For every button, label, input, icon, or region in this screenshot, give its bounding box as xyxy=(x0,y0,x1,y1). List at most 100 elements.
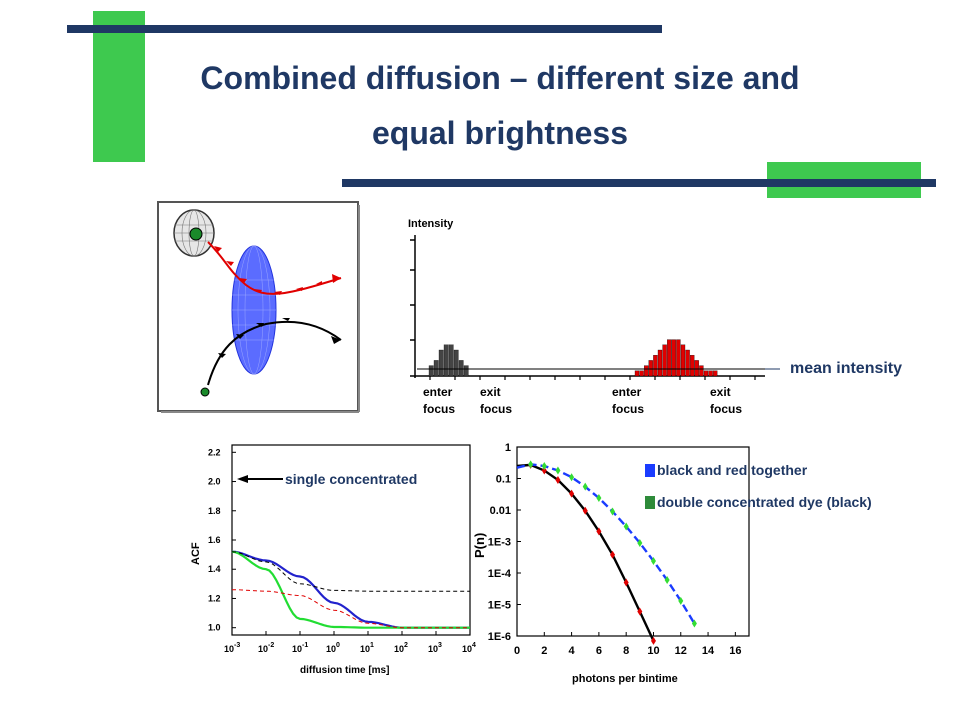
diffusion-illustration xyxy=(157,201,360,413)
intensity-bar xyxy=(438,349,444,377)
pn-data-point xyxy=(610,550,616,559)
pn-data-point xyxy=(541,466,547,475)
marker-enter-2: enter xyxy=(612,385,642,399)
acf-ytick-label: 1.6 xyxy=(208,535,221,545)
legend: black and red together double concentrat… xyxy=(645,460,872,512)
pn-xtick-label: 16 xyxy=(729,645,741,657)
acf-ytick-label: 1.2 xyxy=(208,593,221,603)
pn-data-point xyxy=(664,575,670,584)
acf-ytick-label: 1.4 xyxy=(208,564,221,574)
intensity-bar xyxy=(634,370,640,377)
navy-bar-bottom xyxy=(342,179,936,187)
intensity-bar xyxy=(690,355,695,377)
pn-data-point xyxy=(637,607,643,616)
pn-xtick-label: 2 xyxy=(541,645,547,657)
intensity-bar xyxy=(662,344,667,377)
pn-data-point xyxy=(596,527,602,536)
pn-data-point xyxy=(541,461,547,470)
intensity-bar xyxy=(428,365,434,377)
legend-swatch-blue xyxy=(645,463,655,477)
legend-label-blue: black and red together xyxy=(657,462,808,478)
acf-series-line xyxy=(231,551,470,592)
pn-data-point xyxy=(582,482,588,491)
pn-data-point xyxy=(650,636,656,645)
pn-xlabel: photons per bintime xyxy=(572,673,678,685)
black-trajectory xyxy=(207,320,342,386)
pn-xtick-label: 0 xyxy=(514,645,520,657)
intensity-bar xyxy=(653,355,658,377)
intensity-bar xyxy=(703,370,709,377)
pn-data-point xyxy=(610,507,616,516)
intensity-bar xyxy=(433,360,439,377)
acf-series-line xyxy=(232,589,470,629)
pn-data-point xyxy=(596,494,602,503)
pn-ytick-label: 1 xyxy=(505,442,511,454)
pn-xtick-label: 6 xyxy=(596,645,602,657)
intensity-bar xyxy=(699,365,704,377)
pn-ytick-label: 0.01 xyxy=(490,505,511,517)
pn-xtick-label: 8 xyxy=(623,645,629,657)
acf-xtick-label: 10-1 xyxy=(292,642,308,654)
acf-ytick-label: 1.8 xyxy=(208,506,221,516)
navy-bar-top xyxy=(67,25,662,33)
pn-data-point xyxy=(623,522,629,531)
photon-distribution-chart: P(n) 1 0.1 0.01 1E-3 1E-4 1E-5 1E-6 0 2 4 6 8 10 12 1… xyxy=(472,442,750,685)
intensity-bar xyxy=(639,370,644,377)
intensity-bar xyxy=(648,360,653,377)
intensity-bar xyxy=(708,370,713,377)
acf-chart: ACF 2.2 2.0 1.8 1.6 1.4 1.2 1.0 10-3 10-2 10-1 10… xyxy=(190,444,476,676)
pn-data-point xyxy=(569,473,575,482)
slide-title-line2: equal brightness xyxy=(371,115,629,151)
acf-xtick-label: 103 xyxy=(428,642,442,654)
pn-ytick-label: 0.1 xyxy=(496,474,511,486)
intensity-bar xyxy=(448,344,454,377)
pn-ytick-label: 1E-5 xyxy=(488,600,511,612)
pn-data-point xyxy=(678,596,684,605)
pn-data-point xyxy=(637,538,643,547)
pn-xtick-label: 10 xyxy=(647,645,659,657)
pn-data-point xyxy=(555,475,561,484)
pn-data-point xyxy=(528,460,534,469)
acf-xtick-label: 10-3 xyxy=(224,642,240,654)
pn-series-line xyxy=(516,463,696,625)
small-molecule xyxy=(200,387,210,397)
intensity-bar xyxy=(685,349,690,377)
intensity-bar xyxy=(443,344,449,377)
pn-xtick-label: 4 xyxy=(569,645,576,657)
intensity-bar xyxy=(680,344,686,377)
mean-intensity-label: mean intensity xyxy=(790,360,903,377)
legend-item-blue: black and red together xyxy=(645,460,872,480)
pn-data-point xyxy=(650,557,656,566)
pn-data-point xyxy=(623,578,629,587)
red-trajectory xyxy=(207,241,342,295)
single-concentrated-label: single concentrated xyxy=(285,471,418,487)
intensity-ylabel: Intensity xyxy=(408,218,454,230)
pn-ytick-label: 1E-6 xyxy=(488,631,511,643)
acf-xtick-label: 101 xyxy=(360,642,374,654)
pn-ytick-label: 1E-4 xyxy=(488,568,512,580)
acf-xtick-label: 10-2 xyxy=(258,642,274,654)
intensity-bar xyxy=(694,360,699,377)
marker-exit-2: exit xyxy=(710,385,731,399)
intensity-trace-chart: Intensity enter focus exit focus enter f… xyxy=(408,218,780,416)
pn-ylabel: P(n) xyxy=(472,533,487,558)
pn-ytick-label: 1E-3 xyxy=(488,537,511,549)
pn-xtick-label: 12 xyxy=(675,645,687,657)
intensity-bar xyxy=(671,339,676,377)
intensity-bar xyxy=(667,339,672,377)
legend-item-green: double concentrated dye (black) xyxy=(645,492,872,512)
marker-enter-1b: focus xyxy=(423,402,455,416)
acf-xlabel: diffusion time [ms] xyxy=(300,665,389,676)
intensity-bar xyxy=(453,349,459,377)
acf-ytick-label: 1.0 xyxy=(208,623,221,633)
pn-data-point xyxy=(555,466,561,475)
intensity-bar xyxy=(657,349,663,377)
pn-data-point xyxy=(569,489,575,498)
intensity-bar xyxy=(713,370,718,377)
marker-exit-2b: focus xyxy=(710,402,742,416)
pn-xtick-label: 14 xyxy=(702,645,715,657)
intensity-bar xyxy=(463,365,469,377)
marker-enter-2b: focus xyxy=(612,402,644,416)
intensity-bar xyxy=(458,360,464,377)
acf-xtick-label: 102 xyxy=(394,642,408,654)
